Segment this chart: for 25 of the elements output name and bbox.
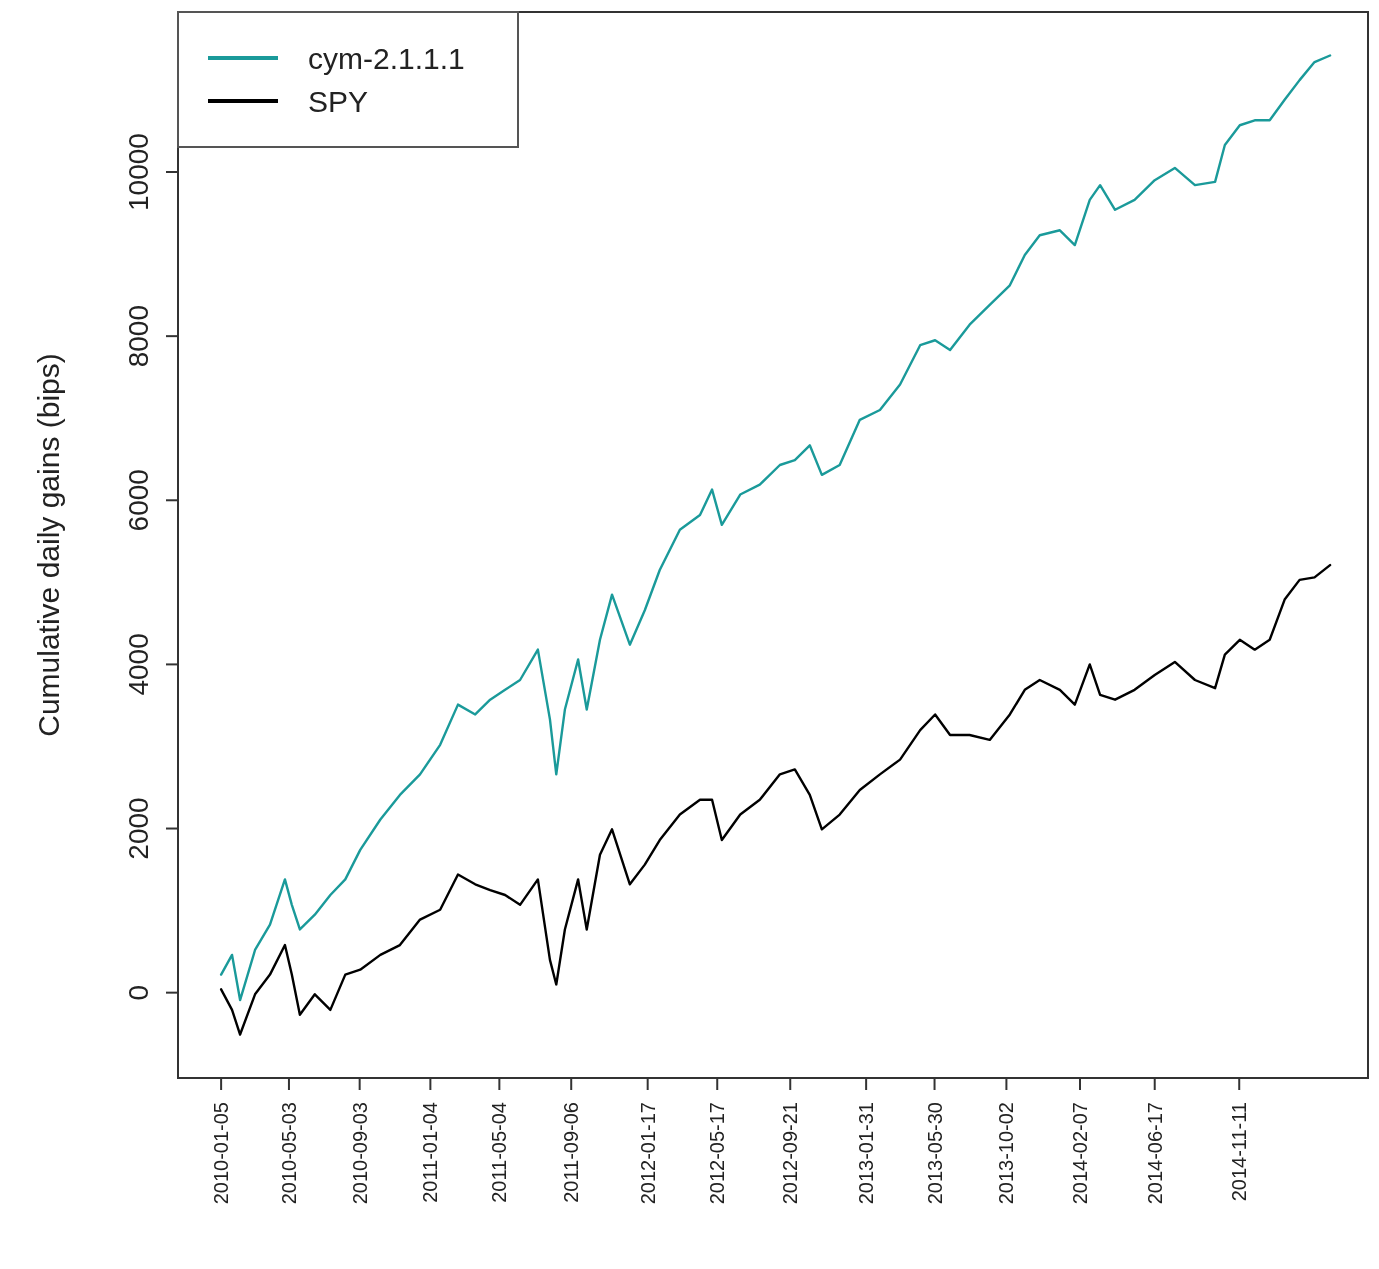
x-tick-label: 2012-01-17	[636, 1102, 659, 1205]
x-tick-label: 2013-05-30	[923, 1102, 946, 1205]
y-axis-title: Cumulative daily gains (bips)	[31, 353, 65, 737]
legend-label: SPY	[308, 84, 369, 118]
x-tick-label: 2010-09-03	[348, 1102, 371, 1205]
legend-label: cym-2.1.1.1	[308, 41, 465, 75]
y-tick-label: 6000	[122, 469, 154, 532]
x-tick-label: 2014-06-17	[1143, 1102, 1166, 1205]
x-tick-label: 2011-01-04	[419, 1102, 442, 1203]
y-tick-label: 2000	[122, 797, 154, 860]
line-series	[219, 563, 1332, 1036]
x-tick-label: 2014-11-11	[1228, 1102, 1251, 1202]
x-tick-label: 2011-09-06	[560, 1102, 583, 1203]
x-tick-label: 2012-09-21	[779, 1102, 802, 1205]
y-tick-label: 0	[122, 984, 154, 1001]
x-tick-label: 2011-05-04	[488, 1102, 511, 1203]
x-tick-label: 2014-02-07	[1068, 1102, 1091, 1205]
x-tick-label: 2010-01-05	[210, 1102, 233, 1205]
x-tick-label: 2013-10-02	[995, 1102, 1018, 1205]
x-tick-label: 2010-05-03	[277, 1102, 300, 1205]
x-tick-label: 2012-05-17	[706, 1102, 729, 1205]
x-tick-label: 2013-01-31	[855, 1102, 878, 1205]
y-tick-label: 8000	[122, 305, 154, 368]
y-tick-label: 10000	[122, 133, 154, 211]
y-tick-label: 4000	[122, 633, 154, 696]
